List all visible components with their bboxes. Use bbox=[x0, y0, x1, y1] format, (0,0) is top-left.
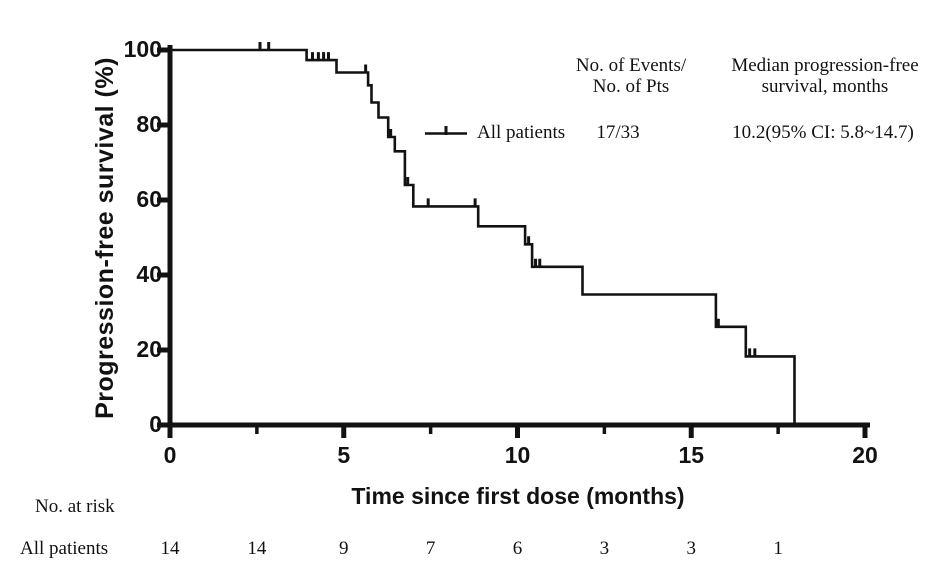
y-tick-label: 60 bbox=[136, 185, 162, 212]
y-tick-label: 20 bbox=[136, 335, 162, 362]
risk-count-row: 14 14 9 7 6 3 3 1 bbox=[0, 538, 931, 568]
x-tick-label: 5 bbox=[337, 442, 351, 468]
risk-count-value: 7 bbox=[425, 538, 436, 559]
y-tick-label: 100 bbox=[123, 35, 162, 62]
x-tick-label: 0 bbox=[163, 442, 177, 468]
y-tick-label: 0 bbox=[149, 410, 162, 437]
summary-median-value: 10.2(95% CI: 5.8~14.7) bbox=[732, 122, 914, 143]
risk-count-value: 1 bbox=[773, 538, 783, 559]
risk-table-title: No. at risk bbox=[35, 496, 115, 517]
summary-col1-header-line1: No. of Events/ bbox=[575, 55, 687, 76]
y-tick-label: 80 bbox=[136, 110, 162, 137]
summary-col1-header: No. of Events/ No. of Pts bbox=[538, 55, 724, 97]
summary-col2-header-line1: Median progression-free bbox=[731, 55, 919, 76]
x-tick-label: 10 bbox=[504, 442, 531, 468]
summary-events-value: 17/33 bbox=[596, 122, 640, 143]
summary-col2-header: Median progression-free survival, months bbox=[714, 55, 931, 97]
y-tick-label: 40 bbox=[136, 260, 162, 287]
summary-col1-header-line2: No. of Pts bbox=[592, 76, 670, 97]
x-tick-label: 20 bbox=[852, 442, 878, 468]
risk-count-value: 3 bbox=[599, 538, 610, 559]
legend-series-label: All patients bbox=[477, 122, 566, 143]
risk-count-value: 3 bbox=[686, 538, 697, 559]
x-axis-title: Time since first dose (months) bbox=[351, 483, 685, 509]
risk-count-value: 14 bbox=[160, 538, 180, 559]
km-curve-all-patients bbox=[170, 48, 796, 425]
risk-count-value: 9 bbox=[339, 538, 349, 559]
risk-table-row-label: All patients bbox=[20, 538, 109, 559]
summary-col2-header-line2: survival, months bbox=[761, 76, 889, 97]
risk-count-value: 6 bbox=[512, 538, 523, 559]
x-tick-label: 15 bbox=[678, 442, 705, 468]
risk-count-value: 14 bbox=[247, 538, 267, 559]
